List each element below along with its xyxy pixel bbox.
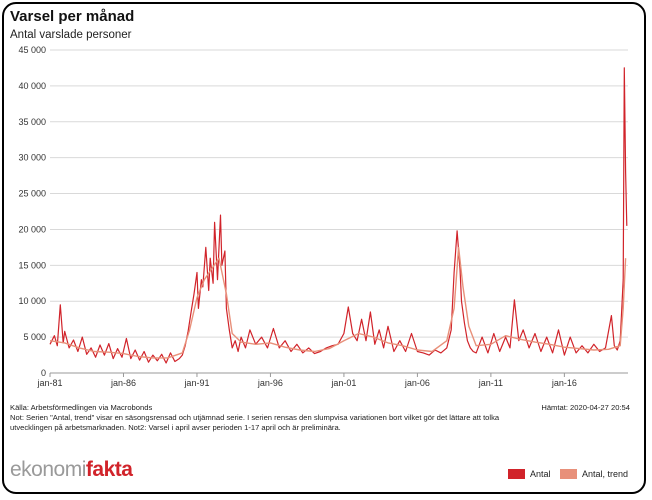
gridlines bbox=[50, 49, 628, 374]
x-tick-label: jan-11 bbox=[478, 378, 503, 388]
chart-svg: 0 5 000 10 000 15 000 20 000 25 000 30 000 35 0… bbox=[18, 45, 628, 388]
x-tick-label: jan-91 bbox=[183, 378, 209, 388]
x-tick-label: jan-81 bbox=[36, 378, 62, 388]
logo-part-fakta: fakta bbox=[85, 458, 133, 481]
y-tick-label: 45 000 bbox=[18, 45, 46, 55]
chart-frame bbox=[2, 2, 646, 494]
y-tick-label: 0 bbox=[41, 368, 46, 378]
y-tick-label: 20 000 bbox=[18, 224, 46, 234]
x-tick-label: jan-16 bbox=[551, 378, 577, 388]
chart-subtitle: Antal varslade personer bbox=[10, 29, 132, 41]
y-tick-label: 40 000 bbox=[18, 81, 46, 91]
y-axis-ticks: 0 5 000 10 000 15 000 20 000 25 000 30 000 35 0… bbox=[18, 45, 46, 378]
source-note: Källa: Arbetsförmedlingen via Macrobonds bbox=[10, 403, 153, 412]
legend-label-trend: Antal, trend bbox=[582, 469, 629, 479]
x-tick-label: jan-96 bbox=[257, 378, 283, 388]
series-line-antal bbox=[49, 67, 628, 364]
legend-swatch-antal bbox=[508, 469, 525, 479]
y-tick-label: 15 000 bbox=[18, 260, 46, 270]
series-note: Not: Serien "Antal, trend" visar en säso… bbox=[10, 413, 500, 432]
y-tick-label: 10 000 bbox=[18, 296, 46, 306]
ekonomifakta-logo: ekonomifakta bbox=[10, 458, 133, 482]
legend-swatch-trend bbox=[560, 469, 577, 479]
chart-title: Varsel per månad bbox=[10, 8, 135, 25]
legend-item-trend: Antal, trend bbox=[560, 469, 628, 479]
y-tick-label: 30 000 bbox=[18, 153, 46, 163]
retrieved-date: Hämtat: 2020-04-27 20:54 bbox=[541, 403, 630, 412]
y-tick-label: 5 000 bbox=[23, 332, 46, 342]
series-line-antal-trend bbox=[49, 246, 627, 359]
y-tick-label: 35 000 bbox=[18, 117, 46, 127]
x-tick-label: jan-01 bbox=[330, 378, 356, 388]
x-tick-label: jan-86 bbox=[110, 378, 136, 388]
x-tick-label: jan-06 bbox=[404, 378, 430, 388]
x-axis-ticks: jan-81 jan-86 jan-91 jan-96 jan-01 jan-06 jan-… bbox=[36, 373, 577, 388]
logo-part-ekonomi: ekonomi bbox=[10, 458, 86, 481]
y-tick-label: 25 000 bbox=[18, 189, 46, 199]
legend-item-antal: Antal bbox=[508, 469, 551, 479]
footer-notes: Källa: Arbetsförmedlingen via Macrobonds… bbox=[10, 403, 530, 433]
legend-label-antal: Antal bbox=[530, 469, 551, 479]
